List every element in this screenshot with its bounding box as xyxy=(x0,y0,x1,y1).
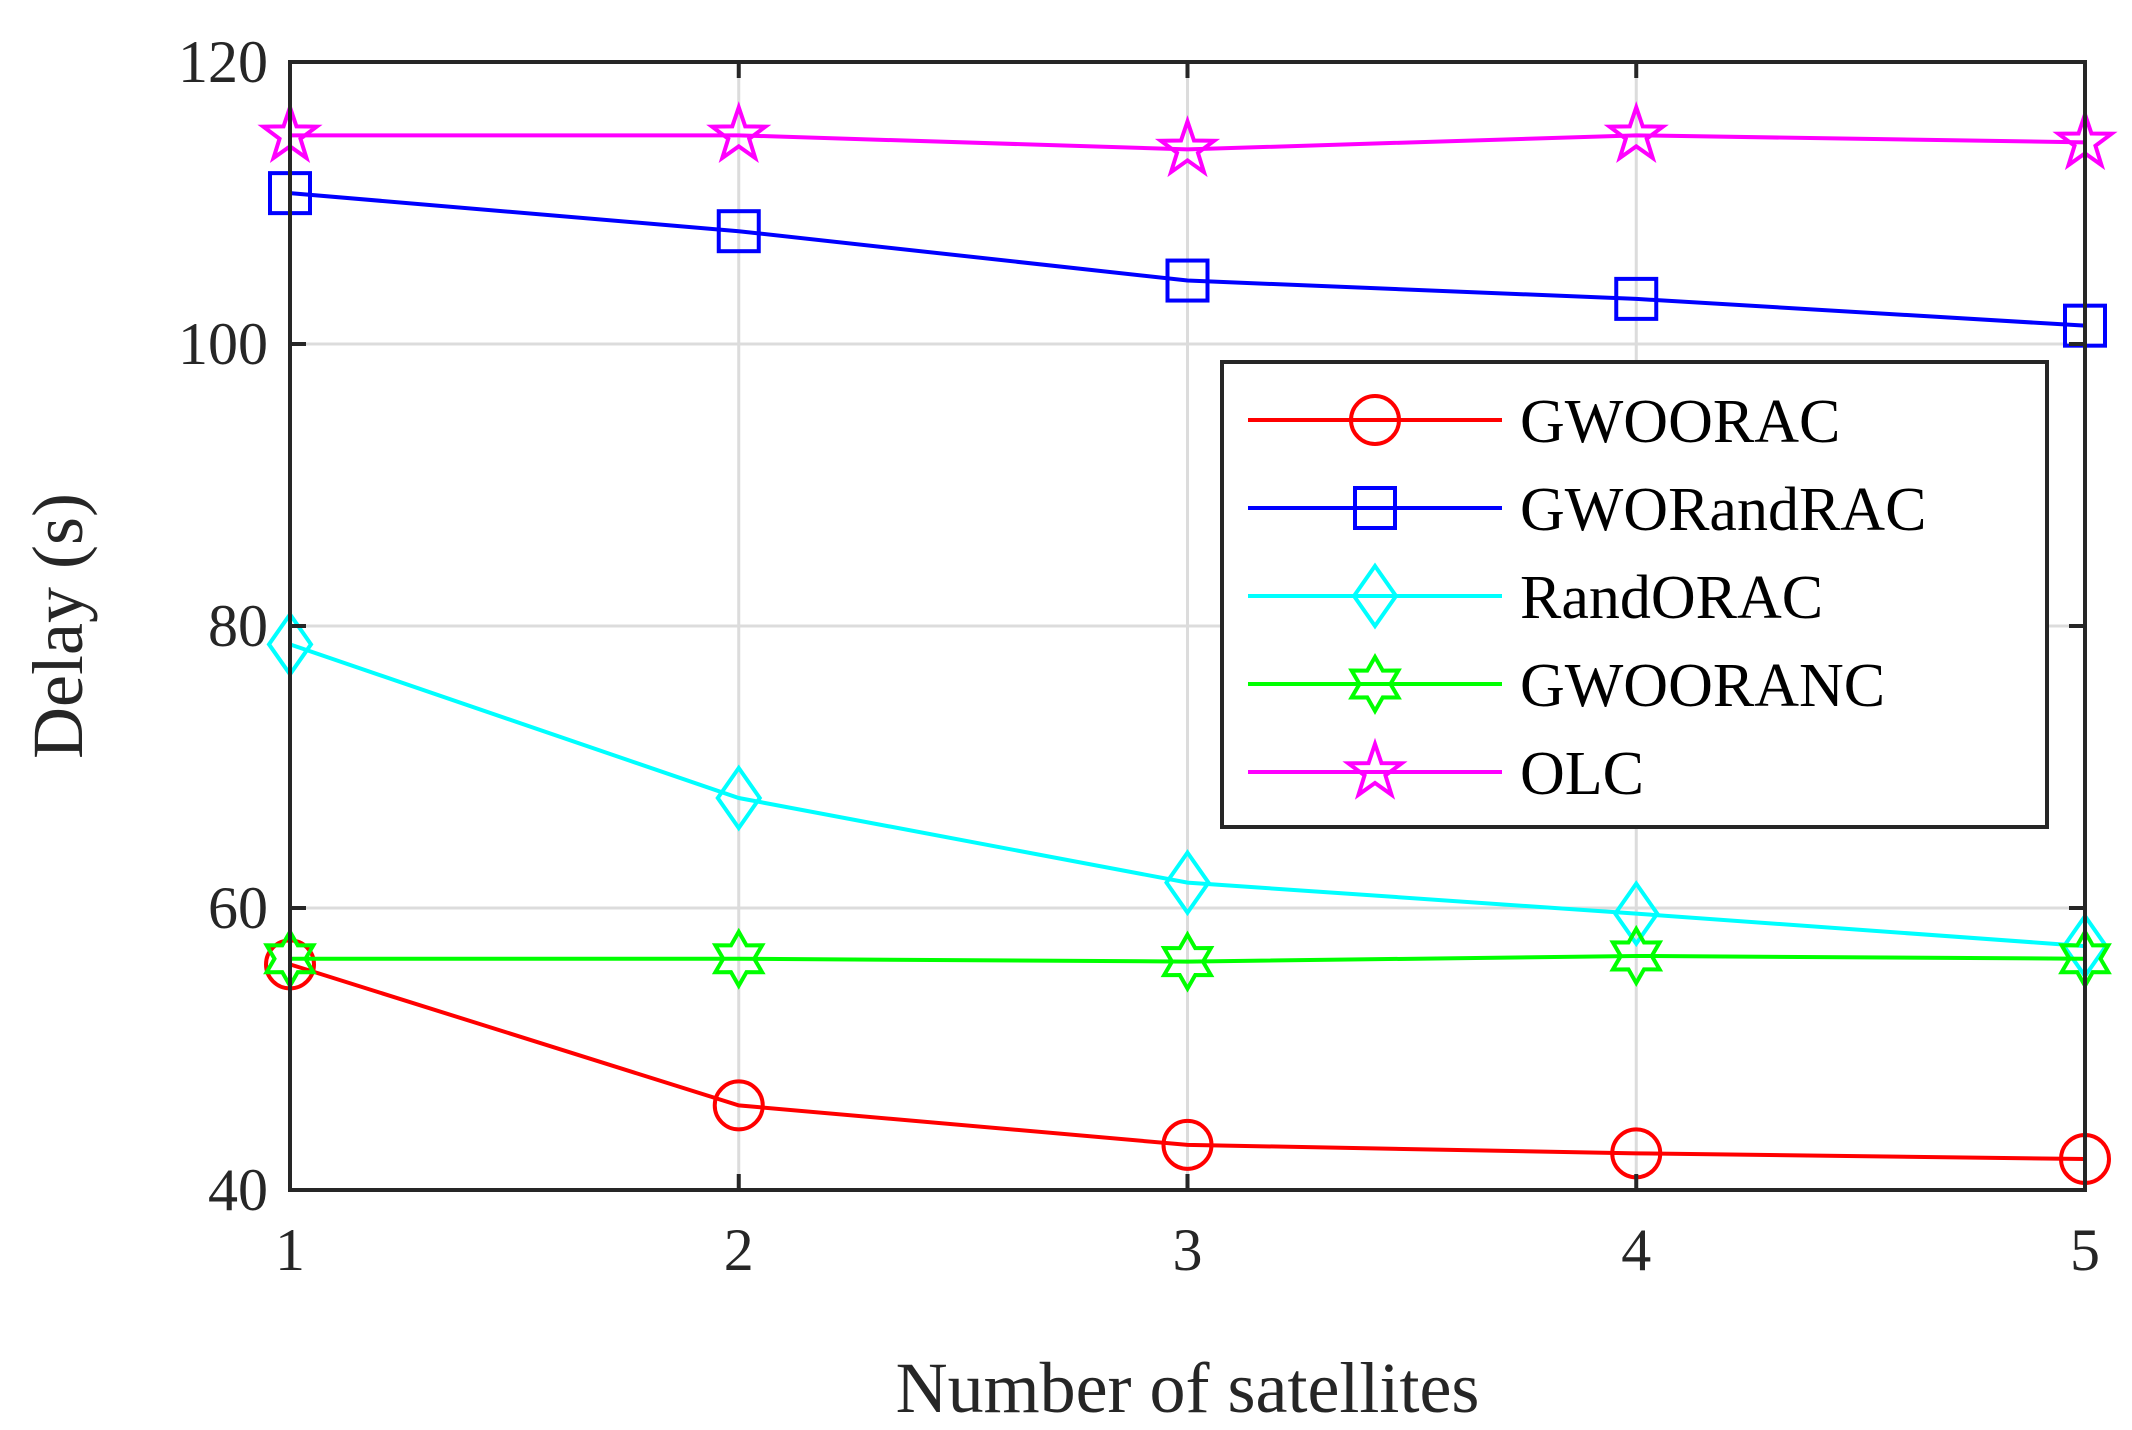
data-point xyxy=(706,101,772,164)
legend-label: OLC xyxy=(1520,740,1644,808)
y-tick-label: 120 xyxy=(178,29,268,95)
legend-label: GWOORAC xyxy=(1520,388,1840,456)
legend-marker xyxy=(1351,562,1399,630)
series-line xyxy=(290,953,2086,964)
y-axis-title: Delay (s) xyxy=(18,493,98,759)
x-tick-label: 2 xyxy=(724,1217,754,1283)
legend-marker xyxy=(1348,652,1402,716)
x-tick-label: 5 xyxy=(2070,1217,2100,1283)
legend-label: GWORandRAC xyxy=(1520,476,1926,544)
series-line xyxy=(289,962,2086,1161)
legend: GWOORAC GWORandRAC RandORAC GWOORANC OLC xyxy=(1220,360,2049,829)
x-axis-title: Number of satellites xyxy=(896,1348,1480,1428)
legend-marker xyxy=(1349,394,1401,446)
legend-item: OLC xyxy=(1248,737,1644,808)
legend-marker xyxy=(1353,486,1397,530)
series-line xyxy=(289,191,2086,328)
data-point xyxy=(1164,849,1211,917)
legend-item: GWOORAC xyxy=(1248,388,1840,456)
data-point xyxy=(1609,924,1664,987)
legend-item: GWORandRAC xyxy=(1248,476,1926,544)
x-tick-label: 3 xyxy=(1173,1217,1203,1283)
data-point xyxy=(1614,276,1659,321)
data-point xyxy=(715,764,763,832)
series-line xyxy=(289,642,2086,949)
data-point xyxy=(716,209,761,254)
data-point xyxy=(1154,115,1221,178)
data-point xyxy=(712,1079,765,1132)
series-line xyxy=(290,133,2086,152)
data-point xyxy=(1160,930,1215,993)
y-tick-label: 60 xyxy=(208,875,268,941)
series-gworandrac xyxy=(268,171,2107,348)
legend-item: RandORAC xyxy=(1248,562,1823,632)
ticks: 1 2 3 4 5 40 60 80 100 120 xyxy=(178,29,2100,1283)
data-point xyxy=(1603,101,1669,164)
data-point xyxy=(711,927,766,990)
data-point xyxy=(1161,1118,1214,1171)
y-tick-label: 40 xyxy=(208,1157,268,1223)
data-point xyxy=(1165,258,1210,303)
y-tick-label: 80 xyxy=(208,593,268,659)
legend-marker xyxy=(1342,737,1408,800)
legend-item: GWOORANC xyxy=(1248,652,1885,720)
legend-label: GWOORANC xyxy=(1520,652,1885,720)
legend-label: RandORAC xyxy=(1520,564,1823,632)
x-tick-label: 4 xyxy=(1621,1217,1651,1283)
x-tick-label: 1 xyxy=(275,1217,305,1283)
data-point xyxy=(1612,880,1660,948)
y-tick-label: 100 xyxy=(178,311,268,377)
